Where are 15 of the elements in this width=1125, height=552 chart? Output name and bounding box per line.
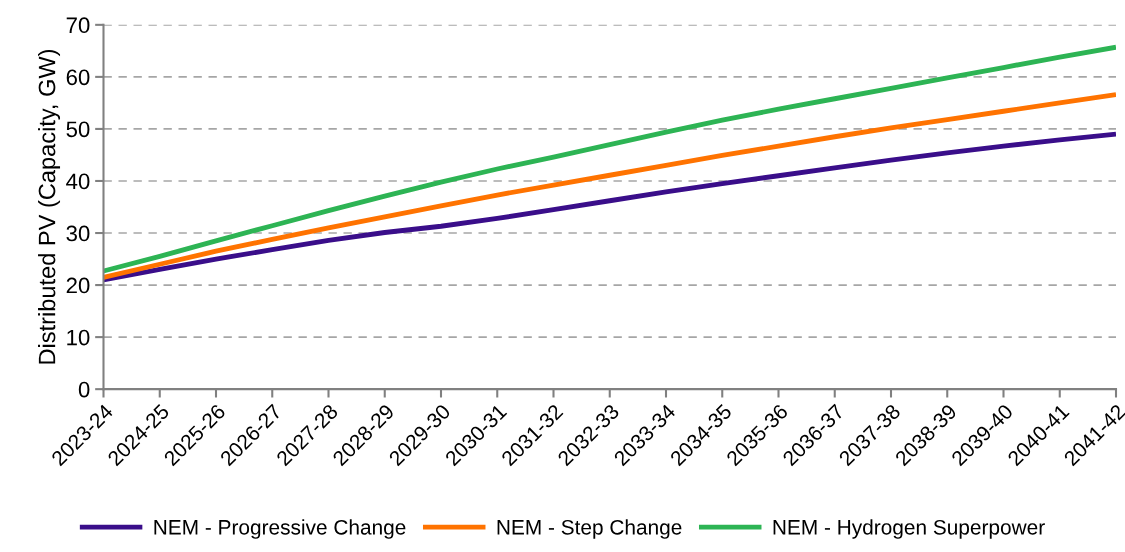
y-tick-label: 40 [66,173,90,190]
y-tick-label: 50 [66,121,90,138]
y-tick-label: 20 [66,277,90,294]
y-tick-label: 60 [66,69,90,86]
line-series [103,44,1116,274]
y-axis-title: Distributed PV (Capacity, GW) [38,49,61,364]
line-series [103,92,1116,280]
legend-label: NEM - Step Change [497,519,682,539]
y-tick-label: 10 [67,329,90,346]
y-tick-label: 30 [66,225,90,242]
y-tick-label: 0 [78,381,90,398]
legend-label: NEM - Hydrogen Superpower [773,519,1045,539]
legend-label: NEM - Progressive Change [154,519,406,539]
line-series [103,131,1116,283]
y-tick-label: 70 [66,17,90,34]
